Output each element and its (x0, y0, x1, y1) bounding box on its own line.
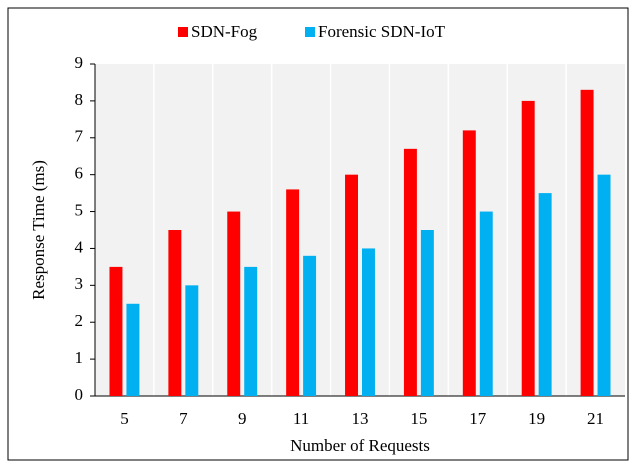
bar (420, 230, 434, 396)
y-tick-label: 4 (75, 237, 84, 256)
x-tick-label: 19 (528, 409, 545, 428)
y-tick-label: 7 (75, 127, 84, 146)
bar (126, 303, 140, 396)
x-tick-label: 15 (410, 409, 427, 428)
bar (479, 211, 493, 396)
y-tick-label: 0 (75, 385, 84, 404)
bar (362, 248, 375, 396)
bar (244, 266, 258, 396)
y-tick-label: 2 (75, 311, 84, 330)
y-axis-label: Response Time (ms) (29, 160, 48, 300)
bar (227, 211, 241, 396)
bar (521, 100, 535, 396)
bar (345, 174, 358, 396)
bar (109, 266, 123, 396)
x-tick-label: 21 (587, 409, 604, 428)
bar (168, 230, 182, 396)
x-tick-label: 17 (469, 409, 487, 428)
y-tick-label: 8 (75, 90, 84, 109)
bar (597, 174, 611, 396)
bar (303, 255, 317, 396)
y-tick-label: 6 (75, 164, 84, 183)
legend-label: Forensic SDN-IoT (318, 22, 446, 41)
bar (185, 285, 199, 396)
x-tick-label: 11 (293, 409, 309, 428)
x-tick-label: 5 (120, 409, 129, 428)
bar (538, 193, 552, 396)
bar (580, 89, 594, 397)
y-tick-label: 5 (75, 200, 84, 219)
y-tick-label: 3 (75, 274, 84, 293)
legend-swatch (178, 27, 188, 37)
y-tick-label: 9 (75, 53, 84, 72)
x-tick-label: 13 (352, 409, 369, 428)
y-tick-label: 1 (75, 348, 84, 367)
legend-label: SDN-Fog (191, 22, 258, 41)
bar (462, 130, 476, 396)
bar (403, 148, 417, 396)
x-axis-label: Number of Requests (290, 436, 430, 455)
x-tick-label: 9 (238, 409, 247, 428)
plot-area (95, 64, 625, 396)
x-tick-label: 7 (179, 409, 188, 428)
legend-swatch (305, 27, 315, 37)
bar (286, 189, 300, 396)
